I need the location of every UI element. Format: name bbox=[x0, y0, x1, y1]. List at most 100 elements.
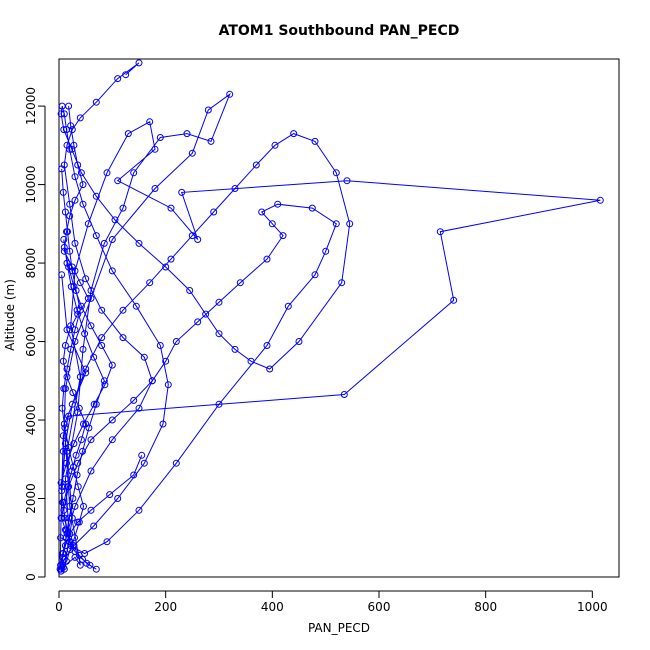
data-point bbox=[311, 137, 319, 145]
series-line bbox=[61, 62, 337, 566]
data-point bbox=[66, 326, 74, 334]
data-point bbox=[92, 565, 100, 573]
data-point bbox=[58, 271, 66, 279]
data-point bbox=[183, 130, 191, 138]
data-point bbox=[138, 451, 146, 459]
data-point bbox=[71, 173, 79, 181]
data-point bbox=[83, 559, 91, 567]
data-point bbox=[162, 357, 170, 365]
y-axis: 0 2000 4000 6000 8000 10000 12000 bbox=[24, 87, 46, 581]
data-point bbox=[66, 200, 74, 208]
data-point bbox=[308, 204, 316, 212]
data-point bbox=[80, 420, 87, 428]
data-point bbox=[130, 471, 138, 479]
data-point bbox=[135, 239, 143, 247]
data-point bbox=[79, 447, 86, 455]
data-point bbox=[108, 267, 116, 275]
data-point bbox=[71, 196, 79, 204]
data-point bbox=[436, 228, 444, 236]
data-point bbox=[332, 220, 340, 228]
data-point bbox=[80, 502, 87, 510]
data-point bbox=[77, 436, 85, 444]
data-point bbox=[100, 239, 108, 247]
data-point bbox=[76, 561, 84, 569]
data-point bbox=[266, 365, 274, 373]
chart-title: ATOM1 Southbound PAN_PECD bbox=[219, 23, 460, 39]
data-point bbox=[92, 192, 100, 200]
data-point bbox=[77, 302, 85, 310]
data-point bbox=[135, 404, 143, 412]
data-point bbox=[59, 188, 67, 196]
data-point bbox=[59, 550, 67, 557]
data-point bbox=[60, 236, 68, 243]
data-point bbox=[79, 345, 87, 353]
data-point bbox=[84, 294, 92, 302]
data-point bbox=[207, 137, 215, 145]
data-point bbox=[66, 247, 74, 255]
data-point bbox=[75, 404, 83, 412]
data-point bbox=[130, 169, 138, 177]
data-point bbox=[210, 208, 218, 216]
series-line bbox=[60, 105, 351, 570]
data-point bbox=[64, 228, 71, 236]
data-point bbox=[274, 200, 282, 208]
data-point bbox=[108, 236, 116, 243]
data-point bbox=[87, 287, 95, 294]
y-tick-label: 10000 bbox=[24, 165, 38, 203]
data-point bbox=[66, 212, 74, 220]
data-point bbox=[60, 126, 68, 134]
data-point bbox=[263, 342, 271, 349]
data-point bbox=[135, 59, 143, 67]
data-point bbox=[263, 255, 271, 263]
data-point bbox=[450, 296, 458, 304]
data-point bbox=[63, 459, 70, 467]
data-point bbox=[340, 391, 348, 398]
data-point bbox=[76, 373, 84, 381]
data-point bbox=[66, 145, 74, 153]
data-point bbox=[284, 302, 292, 310]
data-point bbox=[204, 106, 212, 114]
plot-box bbox=[58, 58, 620, 578]
data-point bbox=[58, 165, 66, 173]
data-point bbox=[172, 459, 180, 467]
data-point bbox=[65, 444, 73, 451]
data-point bbox=[122, 71, 130, 79]
data-point bbox=[81, 330, 89, 338]
data-point bbox=[148, 377, 156, 385]
data-point bbox=[119, 306, 127, 314]
data-point bbox=[67, 345, 75, 353]
data-point bbox=[252, 161, 260, 169]
data-point bbox=[194, 318, 202, 326]
data-point bbox=[61, 208, 69, 216]
data-point bbox=[164, 381, 172, 389]
data-point bbox=[92, 232, 100, 240]
data-point bbox=[71, 326, 79, 334]
data-point bbox=[71, 502, 79, 510]
data-point bbox=[64, 483, 71, 491]
x-tick-label: 600 bbox=[368, 600, 391, 614]
data-point bbox=[79, 181, 87, 189]
data-point bbox=[146, 279, 154, 287]
data-point bbox=[87, 436, 95, 444]
data-point bbox=[65, 412, 73, 420]
data-point bbox=[60, 110, 68, 118]
x-tick-label: 800 bbox=[474, 600, 497, 614]
data-point bbox=[59, 357, 67, 365]
data-point bbox=[82, 365, 90, 373]
data-point bbox=[111, 216, 119, 224]
data-point bbox=[75, 551, 83, 559]
data-point bbox=[66, 546, 74, 553]
data-point bbox=[69, 389, 77, 397]
data-point bbox=[57, 534, 65, 542]
data-point bbox=[156, 342, 164, 349]
data-point bbox=[295, 338, 303, 345]
data-point bbox=[188, 232, 196, 240]
data-point bbox=[236, 279, 244, 287]
data-point bbox=[188, 149, 196, 157]
data-point bbox=[258, 208, 266, 216]
data-point bbox=[202, 310, 210, 318]
data-point bbox=[87, 506, 95, 514]
data-point bbox=[57, 561, 65, 569]
data-point bbox=[114, 177, 122, 185]
data-point bbox=[76, 114, 84, 122]
